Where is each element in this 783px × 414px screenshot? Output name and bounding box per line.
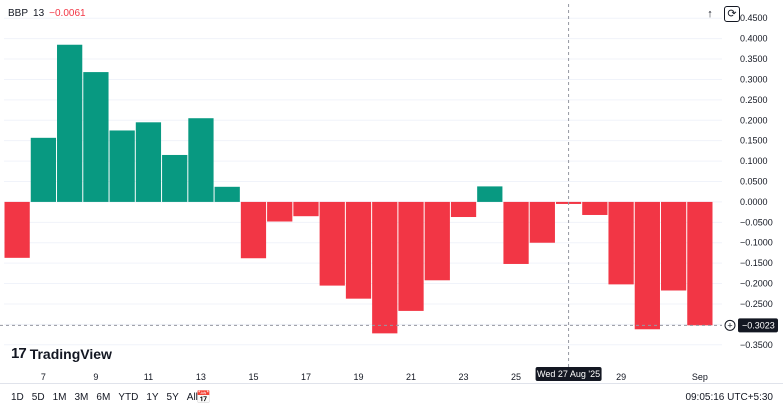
x-tick-label: 17 [301,372,311,382]
y-tick-label: 0.0000 [740,197,768,207]
y-tick-label: 0.1000 [740,156,768,166]
histogram-bar [582,201,608,215]
histogram-bar [687,201,713,326]
y-tick-label: −0.1500 [740,258,773,268]
legend-symbol: BBP [8,8,29,19]
top-right-controls: ↑ ⟳ [702,6,740,22]
y-tick-label: −0.1000 [740,238,773,248]
range-1y[interactable]: 1Y [146,392,159,403]
histogram-bar [634,201,660,330]
range-1m[interactable]: 1M [52,392,67,403]
y-tick-label: 0.3000 [740,74,768,84]
x-tick-label: 19 [353,372,363,382]
histogram-bar [529,201,555,243]
histogram-bar [503,201,529,264]
x-tick-label: 13 [196,372,206,382]
range-1d[interactable]: 1D [11,392,24,403]
x-tick-label: 23 [459,372,469,382]
histogram-bar [608,201,634,285]
histogram-bar [240,201,267,259]
y-tick-label: 0.1500 [740,136,768,146]
legend-period: 13 [33,8,45,19]
range-ytd[interactable]: YTD [118,392,139,403]
histogram-bar [450,201,477,218]
range-6m[interactable]: 6M [96,392,111,403]
arrow-up-icon[interactable]: ↑ [707,8,713,20]
histogram-bar [424,201,450,281]
indicator-legend: BBP 13 −0.0061 [8,8,86,19]
x-tick-label: 21 [406,372,416,382]
time-range-selector: 1D 5D 1M 3M 6M YTD 1Y 5Y All [11,392,198,403]
clock: 09:05:16 UTC+5:30 [685,392,773,403]
y-tick-label: −0.2000 [740,279,773,289]
histogram-bar [372,201,398,334]
price-label: −0.3023 [742,320,775,330]
histogram-bar [319,201,345,286]
range-5y[interactable]: 5Y [166,392,179,403]
histogram-bar [57,44,83,202]
plus-circle-glyph: + [727,320,732,330]
histogram-bar [477,186,503,202]
crosshair-date-label: Wed 27 Aug '25 [537,369,600,379]
x-tick-label: 9 [93,372,98,382]
histogram-bar [135,122,162,202]
histogram-bar [188,118,214,202]
plus-circle-icon[interactable] [724,319,736,331]
y-tick-label: 0.2500 [740,95,768,105]
y-tick-label: 0.3500 [740,54,768,64]
histogram-bar [109,130,135,202]
tradingview-logo-text: TradingView [29,345,112,362]
y-tick-label: 0.0500 [740,177,768,187]
x-tick-label: Sep [692,372,708,382]
range-3m[interactable]: 3M [74,392,89,403]
y-tick-label: 0.4500 [740,13,768,23]
y-tick-label: 0.2000 [740,115,768,125]
y-tick-label: −0.2500 [740,299,773,309]
range-all[interactable]: All [186,392,198,403]
tradingview-logo-mark: 17 [11,345,27,362]
x-tick-label: 7 [41,372,46,382]
histogram-bar [83,72,109,202]
y-tick-label: −0.3500 [740,340,773,350]
histogram-bar [267,201,293,222]
x-tick-label: 11 [144,372,153,382]
calendar-icon[interactable]: 📅 [196,390,211,404]
histogram-bar [345,201,372,299]
x-tick-label: 15 [248,372,258,382]
histogram-bar [214,186,240,202]
histogram-bar [293,201,319,217]
histogram-bar [162,154,188,202]
range-5d[interactable]: 5D [31,392,45,403]
y-tick-label: −0.0500 [740,217,773,227]
crosshair-date-bg [535,367,602,381]
legend-change: −0.0061 [49,8,86,19]
refresh-icon[interactable]: ⟳ [724,6,740,22]
bottom-toolbar: 1D 5D 1M 3M 6M YTD 1Y 5Y All 📅 09:05:16 UTC+5:30 [0,383,783,414]
x-tick-label: 29 [616,372,626,382]
price-label-bg [738,318,778,333]
histogram-bar [660,201,687,291]
bbp-chart[interactable]: 0.4500 0.4000 0.3500 0.3000 0.2500 0.2000 0.15… [0,0,783,383]
histogram-bar [30,137,57,202]
y-tick-label: 0.4000 [740,34,768,44]
histogram-bar [4,201,30,258]
tradingview-logo: 17 TradingView [11,345,112,362]
histogram-bar [398,201,424,311]
x-tick-label: 25 [511,372,521,382]
